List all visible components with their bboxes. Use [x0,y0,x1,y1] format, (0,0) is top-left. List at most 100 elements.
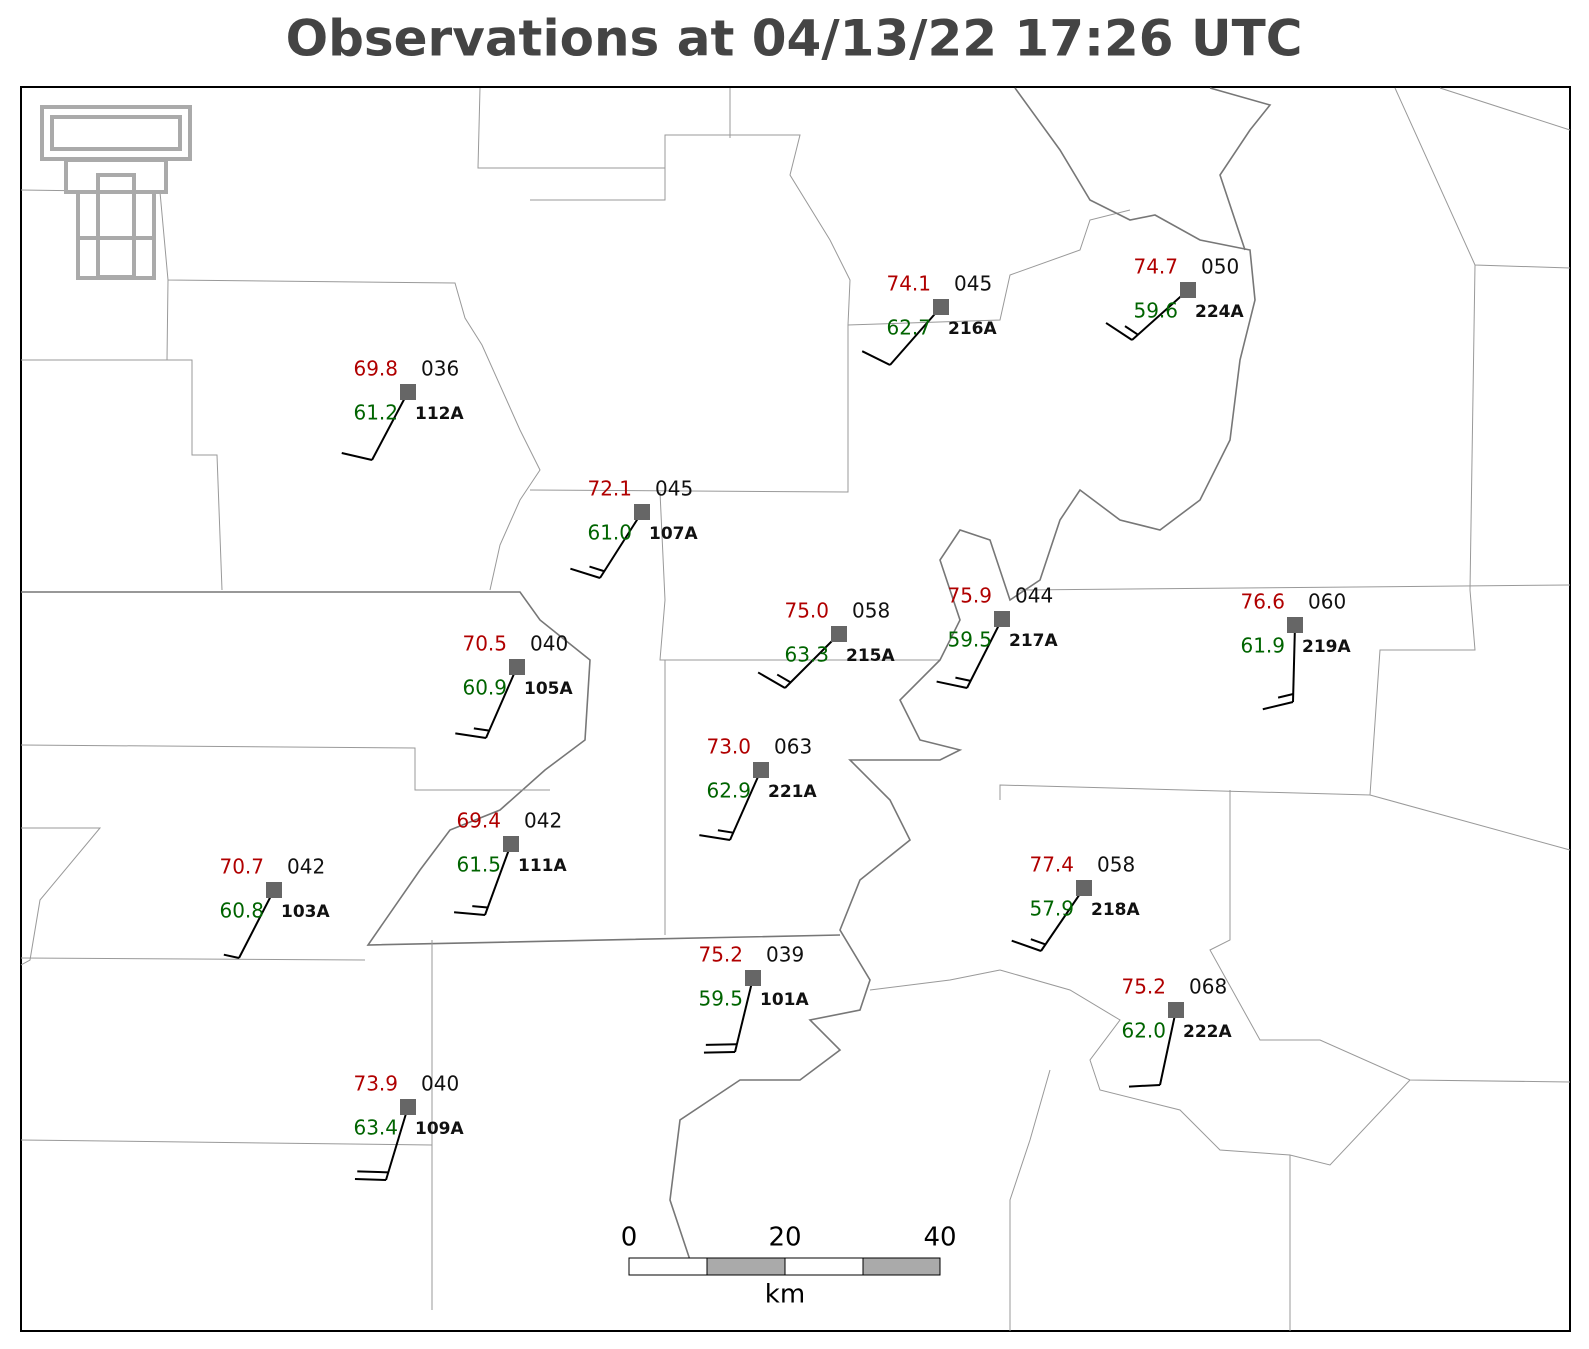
station-marker [753,762,769,778]
pressure: 068 [1189,975,1227,999]
wind-barb [341,452,373,461]
dewpoint: 61.2 [353,401,398,425]
wind-barb [1124,325,1139,336]
wind-barb [455,732,487,739]
wind-barb [1011,939,1042,952]
wind-barb [1262,701,1294,711]
station-marker [509,659,525,675]
wind-barb [570,567,601,579]
pressure: 040 [530,632,568,656]
station-marker [400,384,416,400]
pressure: 036 [421,357,459,381]
wind-barb [453,911,486,916]
wind-barb [936,680,968,689]
station-id: 221A [768,782,817,802]
title: Observations at 04/13/22 17:26 UTC [286,10,1303,68]
temperature: 75.2 [698,943,743,967]
dewpoint: 57.9 [1029,897,1074,921]
station-id: 215A [846,646,895,666]
wind-barb [589,565,605,573]
dewpoint: 59.6 [1133,299,1178,323]
wind-barb [472,905,488,909]
pressure: 060 [1308,590,1346,614]
pressure: 058 [1097,853,1135,877]
temperature: 69.4 [456,809,501,833]
pressure: 063 [774,735,812,759]
station-id: 219A [1302,637,1351,657]
temperature: 75.0 [784,599,829,623]
station-marker [400,1099,416,1115]
wind-barb [354,1178,387,1181]
temperature: 70.5 [462,632,507,656]
station-marker [266,882,282,898]
wind-staff [1292,624,1296,703]
station-id: 107A [649,524,698,544]
wind-staff [734,977,754,1053]
station-marker [1168,1002,1184,1018]
station-id: 216A [948,319,997,339]
dewpoint: 62.9 [706,779,751,803]
dewpoint: 62.0 [1121,1019,1166,1043]
station-marker [831,626,847,642]
wind-barb [223,953,240,959]
pressure: 050 [1201,255,1239,279]
scale-bar: 0 20 40 km [621,1223,957,1310]
temperature: 74.1 [886,272,931,296]
station-id: 224A [1195,302,1244,322]
scale-label: 0 [621,1223,638,1253]
wind-staff [1159,1009,1177,1086]
wind-staff [238,889,275,959]
wind-barb [1105,322,1133,341]
map-frame [20,86,1571,1332]
station-marker [1180,282,1196,298]
temperature: 73.0 [706,735,751,759]
borders [20,87,1571,1331]
station-id: 101A [760,990,809,1010]
pressure: 058 [852,599,890,623]
wind-staff [599,511,643,579]
wind-barb [1030,938,1046,946]
station-marker [994,611,1010,627]
station-id: 111A [518,856,567,876]
temperature: 69.8 [353,357,398,381]
wind-staff [889,306,942,366]
scale-label: 20 [768,1223,801,1253]
wind-barb [703,1051,736,1054]
scale-label: 40 [923,1223,956,1253]
station-id: 217A [1009,631,1058,651]
wind-staff [485,666,518,739]
station-marker [503,836,519,852]
temperature: 73.9 [353,1072,398,1096]
wind-barb [357,1170,389,1174]
wind-staff [729,769,762,841]
wind-barb [1128,1084,1161,1088]
station-id: 112A [415,404,464,424]
station-id: 109A [415,1119,464,1139]
wind-staff [484,843,512,916]
temperature: 77.4 [1029,853,1074,877]
wind-barb [705,1043,737,1046]
station-id: 222A [1183,1022,1232,1042]
dewpoint: 59.5 [947,628,992,652]
wind-barb [757,671,786,689]
dewpoint: 62.7 [886,316,931,340]
station-marker [1287,617,1303,633]
station-marker [634,504,650,520]
wind-staff [966,618,1003,689]
station-marker [1076,880,1092,896]
wind-barb [473,727,490,732]
wind-barb [1277,693,1294,699]
pressure: 042 [524,809,562,833]
temperature: 75.2 [1121,975,1166,999]
scale-unit: km [765,1280,805,1310]
dewpoint: 59.5 [698,987,743,1011]
dewpoint: 61.0 [587,521,632,545]
wind-barb [861,350,891,366]
dewpoint: 60.9 [462,676,507,700]
temperature: 74.7 [1133,255,1178,279]
pressure: 042 [287,855,325,879]
temperature: 70.7 [219,855,264,879]
pressure: 039 [766,943,804,967]
pressure: 045 [655,477,693,501]
